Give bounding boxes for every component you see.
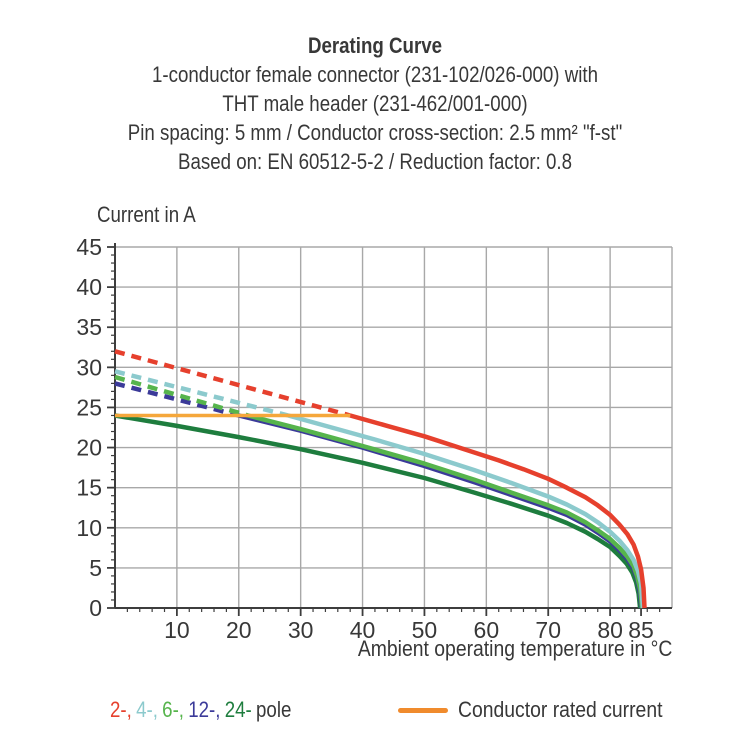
curve-24-pole bbox=[114, 413, 643, 609]
y-tick-label: 0 bbox=[89, 595, 102, 621]
y-tick-label: 5 bbox=[89, 555, 102, 581]
x-tick-label: 85 bbox=[628, 617, 654, 643]
legend-pole-list: 2-, 4-, 6-, 12-, 24- pole bbox=[110, 697, 296, 723]
curve-6-pole bbox=[247, 413, 645, 609]
legend-pole-suffix: pole bbox=[256, 697, 292, 722]
curve-6-pole-dashed bbox=[114, 374, 249, 418]
y-tick-label: 25 bbox=[76, 394, 102, 420]
y-tick-label: 20 bbox=[76, 435, 102, 461]
subtitle-line: THT male header (231-462/001-000) bbox=[222, 91, 528, 116]
y-tick-label: 10 bbox=[76, 515, 102, 541]
legend-pole-item-4: 4-, bbox=[136, 697, 158, 722]
curve-4-pole bbox=[287, 413, 646, 609]
title-block: Derating Curve 1-conductor female connec… bbox=[56, 31, 694, 176]
subtitle-line: 1-conductor female connector (231-102/02… bbox=[152, 62, 598, 87]
subtitle-line: Pin spacing: 5 mm / Conductor cross-sect… bbox=[127, 120, 623, 145]
y-tick-label: 45 bbox=[76, 234, 102, 260]
x-tick-label: 70 bbox=[535, 617, 561, 643]
y-tick-label: 30 bbox=[76, 354, 102, 380]
y-tick-label: 40 bbox=[76, 274, 102, 300]
x-tick-label: 40 bbox=[350, 617, 376, 643]
page-title: Derating Curve bbox=[307, 33, 443, 58]
x-tick-label: 20 bbox=[226, 617, 252, 643]
subtitle-line: Based on: EN 60512-5-2 / Reduction facto… bbox=[177, 149, 572, 174]
curve-2-pole-dashed bbox=[114, 349, 351, 418]
x-tick-label: 60 bbox=[474, 617, 500, 643]
x-axis-title: Ambient operating temperature in °C bbox=[357, 636, 672, 661]
curve-12-pole-dashed bbox=[114, 381, 240, 418]
legend-pole-item-6: 6-, bbox=[162, 697, 185, 722]
y-tick-label: 15 bbox=[76, 475, 102, 501]
x-tick-label: 30 bbox=[288, 617, 314, 643]
legend-pole-item-2: 2-, bbox=[110, 697, 132, 722]
y-tick-label: 35 bbox=[76, 314, 102, 340]
curve-4-pole-dashed bbox=[114, 369, 289, 418]
rated-current-label: Conductor rated current bbox=[458, 697, 663, 722]
y-axis-title: Current in A bbox=[97, 202, 196, 227]
legend-pole-item-24: 24- bbox=[224, 697, 252, 722]
x-tick-label: 80 bbox=[597, 617, 623, 643]
curve-2-pole bbox=[349, 413, 647, 609]
x-tick-label: 10 bbox=[164, 617, 190, 643]
legend-pole-item-12: 12-, bbox=[188, 697, 221, 722]
x-tick-label: 50 bbox=[412, 617, 438, 643]
rated-current-swatch bbox=[398, 708, 448, 713]
